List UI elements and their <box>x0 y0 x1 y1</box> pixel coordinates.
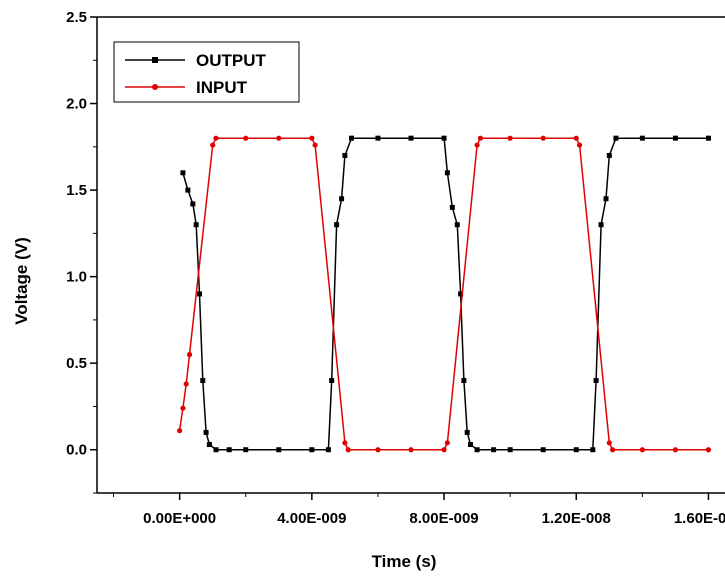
data-point-output <box>309 447 315 453</box>
axes: 0.0 0.5 1.0 1.5 2.0 2.5 0.00E+000 4.00E-009 8.00… <box>66 9 725 527</box>
data-point-output <box>408 135 414 141</box>
data-point-input <box>441 447 447 453</box>
y-tick-label: 2.0 <box>66 96 87 113</box>
data-point-output <box>276 447 282 453</box>
data-point-output <box>193 222 199 228</box>
y-tick-label: 1.5 <box>66 182 87 199</box>
data-point-input <box>186 351 193 358</box>
data-point-output <box>200 377 206 383</box>
legend-input-marker <box>152 84 158 90</box>
data-point-output <box>474 447 480 453</box>
data-point-input <box>177 428 183 434</box>
legend: OUTPUT INPUT <box>113 41 300 103</box>
data-point-input <box>474 142 480 148</box>
data-point-output <box>349 135 355 141</box>
y-tick-label: 0.5 <box>66 355 87 372</box>
x-axis-title: Time (s) <box>372 552 437 571</box>
x-tick-label: 8.00E-009 <box>409 510 478 527</box>
data-point-input <box>375 447 381 453</box>
data-point-output <box>454 222 460 228</box>
data-point-output <box>206 442 212 448</box>
data-point-output <box>180 170 186 176</box>
data-point-output <box>203 429 209 435</box>
data-point-output <box>375 135 381 141</box>
data-point-input <box>477 135 484 141</box>
data-point-output <box>339 196 345 202</box>
data-point-input <box>507 135 513 141</box>
y-tick-label: 2.5 <box>66 9 87 26</box>
data-point-output <box>334 222 340 228</box>
data-point-input <box>309 135 315 141</box>
data-point-input <box>408 447 414 453</box>
data-point-input <box>342 440 348 446</box>
y-tick-label: 0.0 <box>66 442 87 459</box>
x-tick-label: 1.20E-008 <box>542 510 611 527</box>
data-point-input <box>276 135 282 141</box>
data-point-output <box>342 152 348 158</box>
legend-output-label: OUTPUT <box>196 51 267 70</box>
data-point-output <box>573 447 579 453</box>
data-point-output <box>213 447 219 453</box>
data-point-input <box>573 135 579 141</box>
x-tick-label: 1.60E-008 <box>674 510 725 527</box>
data-point-output <box>190 201 196 207</box>
data-point-output <box>590 447 596 453</box>
data-point-input <box>639 447 645 453</box>
data-point-output <box>613 135 619 141</box>
x-tick-label: 4.00E-009 <box>277 510 346 527</box>
data-point-output <box>243 447 249 453</box>
data-point-output <box>467 442 473 448</box>
data-point-output <box>672 135 678 141</box>
legend-input-label: INPUT <box>196 78 248 97</box>
data-point-input <box>705 447 712 453</box>
data-point-output <box>458 291 464 297</box>
data-point-output <box>185 187 191 193</box>
series-line-input <box>178 137 709 451</box>
y-axis-title: Voltage (V) <box>12 237 31 325</box>
data-point-output <box>540 447 546 453</box>
data-point-input <box>243 135 249 141</box>
data-point-output <box>464 429 470 435</box>
data-point-input <box>540 135 546 141</box>
data-point-input <box>312 142 318 148</box>
y-tick-label: 1.0 <box>66 269 87 286</box>
data-point-input <box>183 381 189 387</box>
data-point-output <box>639 135 645 141</box>
series-line-output <box>182 137 709 451</box>
data-point-output <box>226 447 232 453</box>
data-point-input <box>180 405 186 411</box>
legend-output-marker <box>152 57 158 63</box>
data-point-output <box>325 447 331 453</box>
data-point-input <box>610 447 616 453</box>
data-point-output <box>444 170 450 176</box>
data-point-output <box>441 135 447 141</box>
data-point-output <box>603 196 609 202</box>
data-point-input <box>213 135 219 141</box>
data-point-output <box>449 204 455 210</box>
data-point-output <box>705 135 711 141</box>
data-point-input <box>576 142 583 148</box>
data-point-output <box>606 152 612 158</box>
x-tick-label: 0.00E+000 <box>143 510 216 527</box>
data-point-input <box>444 440 450 446</box>
data-point-output <box>491 447 497 453</box>
data-point-output <box>598 222 604 228</box>
data-point-output <box>507 447 513 453</box>
data-point-input <box>345 447 351 453</box>
data-point-input <box>210 142 216 148</box>
data-point-output <box>593 377 599 383</box>
plot-area <box>177 135 712 453</box>
data-point-input <box>606 440 612 446</box>
data-point-output <box>329 377 335 383</box>
data-point-output <box>196 291 202 297</box>
data-point-input <box>672 447 679 453</box>
legend-box <box>113 41 300 103</box>
data-point-output <box>461 377 467 383</box>
